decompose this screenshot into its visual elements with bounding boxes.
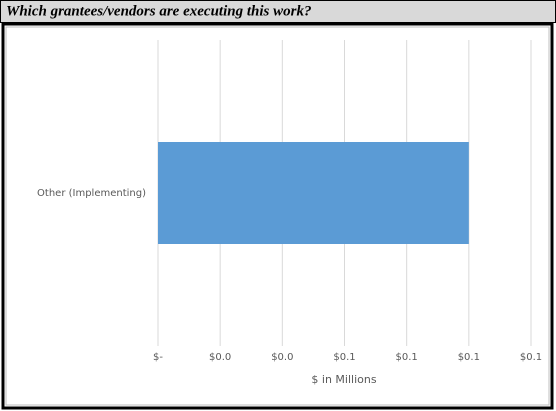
chart-title: Which grantees/vendors are executing thi… xyxy=(6,3,311,19)
chart-area xyxy=(5,26,550,406)
x-axis-title: $ in Millions xyxy=(311,373,376,386)
chart-frame xyxy=(1,22,554,410)
x-tick-label: $0.1 xyxy=(333,352,355,363)
x-tick-label: $0.0 xyxy=(209,352,231,363)
x-tick-label: $0.0 xyxy=(271,352,293,363)
x-tick-label: $0.1 xyxy=(458,352,480,363)
x-tick-label: $0.1 xyxy=(396,352,418,363)
x-tick-label: $- xyxy=(153,352,163,363)
y-tick-label: Other (Implementing) xyxy=(37,188,146,199)
bar xyxy=(158,142,469,244)
x-tick-label: $0.1 xyxy=(520,352,542,363)
